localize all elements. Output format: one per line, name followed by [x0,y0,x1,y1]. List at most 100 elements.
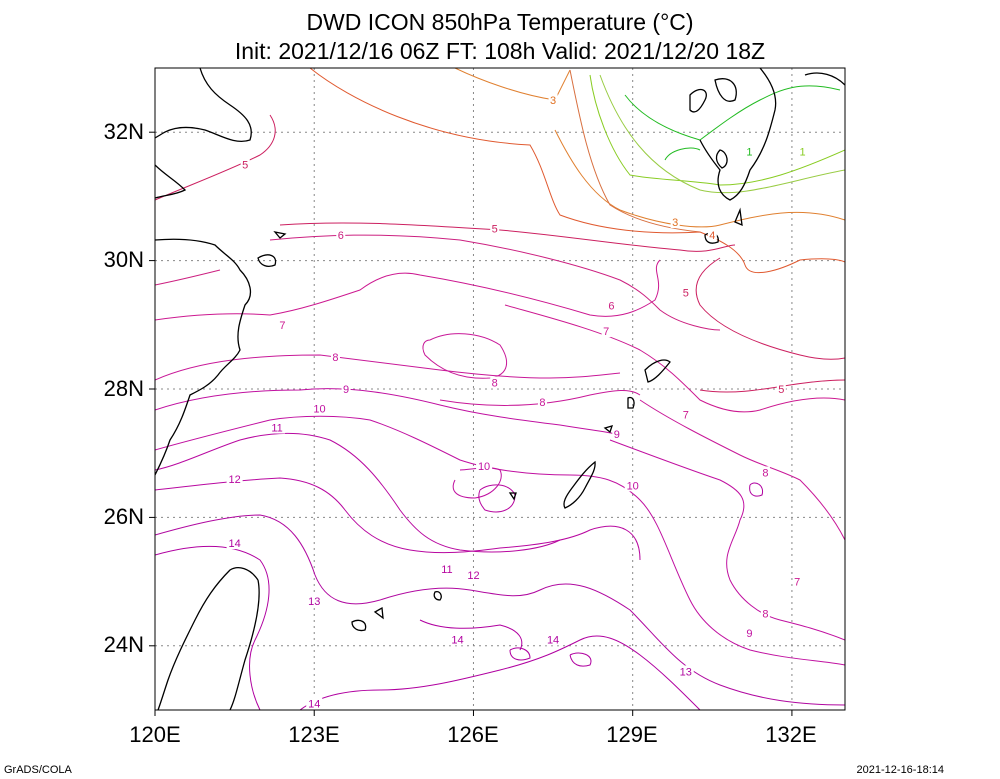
contour-label-bg [612,427,622,440]
contour-label: 9 [343,384,349,396]
contour-label-bg [330,350,340,363]
coastline [155,164,187,199]
contour-line [599,74,845,194]
contour-line [155,388,621,436]
chart-subtitle: Init: 2021/12/16 06Z FT: 108h Valid: 202… [234,38,766,64]
lon-tick-label: 120E [129,722,181,747]
contour-line [299,635,701,710]
contour-line [309,68,845,274]
contour-label: 14 [228,538,240,550]
coastline [804,72,845,86]
contour-label-bg [476,460,493,473]
contour-line [478,484,516,513]
contour-line [504,304,845,413]
contour-label-bg [465,569,482,582]
contour-label-bg [545,633,562,646]
coastline [715,149,728,169]
contour-label-bg [336,228,346,241]
coastline [714,78,737,102]
contour-label-bg [306,697,323,710]
contour-label-bg [226,537,243,550]
contour-line [639,399,845,541]
lat-tick-label: 32N [103,119,144,144]
contour-line [749,482,764,497]
axis-ticks [149,131,793,716]
contour-line [155,269,221,286]
contour-label-bg [269,421,286,434]
contour-label: 5 [242,159,248,171]
contour-label-bg [681,408,691,421]
contour-label: 14 [308,699,320,711]
contour-label-bg [792,575,802,588]
lon-tick-label: 132E [765,722,817,747]
coastline [257,254,277,267]
contour-label-bg [311,402,328,415]
contour-label-bg [306,594,323,607]
contour-label: 10 [313,403,325,415]
contour-line [155,415,845,666]
contour-label: 7 [603,326,609,338]
contour-label-bg [798,145,808,158]
contour-label: 5 [778,384,784,396]
contour-label-bg [776,383,786,395]
contour-label: 13 [308,596,320,608]
coastline [508,492,517,501]
coastline [627,396,635,409]
contour-line [155,545,270,710]
grid-lines [155,68,845,710]
contour-line [155,114,276,201]
coastline [734,207,743,227]
contour-label-bg [744,145,754,158]
contour-label: 14 [547,634,559,646]
contour-label: 8 [332,352,338,364]
contour-label: 10 [478,461,490,473]
contour-label: 10 [627,480,639,492]
contour-label: 3 [550,95,556,107]
contour-line [609,439,845,641]
lat-tick-label: 30N [103,247,144,272]
temperature-contours [155,68,845,710]
coastline [229,579,260,710]
contour-label: 7 [279,320,285,332]
contour-label: 5 [683,288,689,300]
footer-timestamp: 2021-12-16-18:14 [856,764,944,776]
contour-labels: 1 133455556677778888899910101011111212131… [226,94,808,711]
contour-line [419,619,523,651]
lon-tick-label: 129E [606,722,658,747]
contour-label: 6 [338,230,344,242]
contour-label-bg [760,607,770,620]
contour-label-bg [677,665,694,678]
contour-label-bg [490,376,500,389]
contour-line [279,222,736,252]
contour-label: 14 [451,634,463,646]
contour-line [554,129,845,228]
coastline [563,460,596,509]
contour-label: 11 [271,423,282,435]
contour-line [155,514,845,706]
coastline [603,425,614,434]
contour-label: 12 [467,570,479,582]
contour-label-bg [277,318,287,331]
contour-label-bg [226,472,243,485]
contour-label: 8 [762,467,768,479]
contour-label-bg [606,299,616,312]
contour-label: 9 [746,628,752,640]
contour-label: 6 [608,301,614,313]
contour-label: 8 [539,397,545,409]
contour-line [509,647,531,661]
contour-label-bg [438,562,455,575]
contour-label-bg [670,216,680,229]
coastline [351,619,367,632]
contour-line [269,234,721,331]
contour-line [422,333,508,379]
coastline [644,359,671,383]
contour-label-bg [624,479,641,492]
contour-label-bg [537,395,547,408]
contour-label: 1 [799,146,805,158]
contour-label-bg [449,633,466,646]
contour-line [569,69,701,233]
contour-label-bg [744,626,754,639]
contour-label: 1 [746,146,752,158]
contour-label-bg [341,383,351,395]
lon-tick-label: 123E [288,722,340,747]
